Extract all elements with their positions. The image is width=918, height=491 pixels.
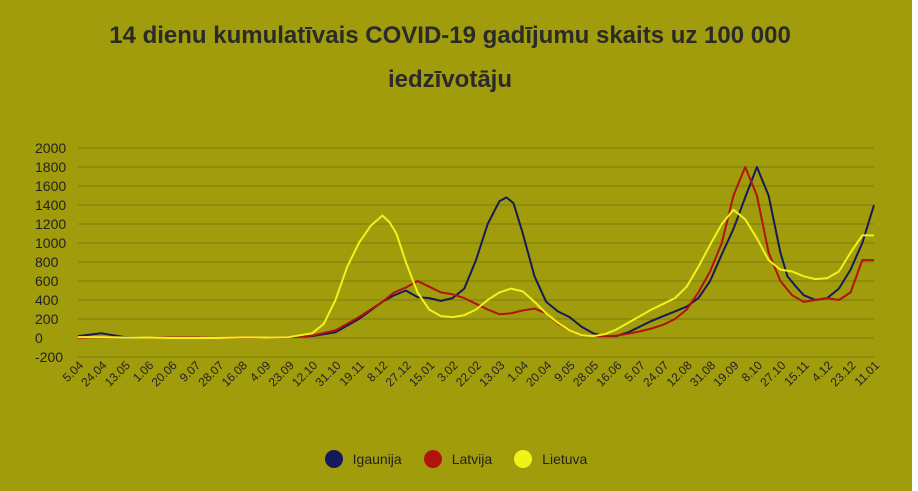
- x-tick-label: 27.10: [757, 358, 788, 389]
- y-tick-label: 1600: [35, 178, 66, 194]
- x-tick-label: 31.08: [687, 358, 718, 389]
- legend-label: Latvija: [451, 451, 493, 467]
- y-tick-label: 1800: [35, 159, 66, 175]
- chart-title-line2: iedzīvotāju: [387, 66, 513, 93]
- x-tick-label: 13.05: [102, 358, 133, 389]
- legend-marker: [423, 450, 442, 468]
- page-edge: [912, 0, 918, 491]
- y-tick-label: 600: [35, 273, 59, 289]
- series-line-latvija: [77, 166, 874, 339]
- series-lines: [77, 166, 875, 339]
- legend: Igaunija Latvija Lietuva: [0, 450, 912, 468]
- series-line-lietuva: [78, 208, 874, 339]
- x-tick-label: 28.05: [570, 358, 601, 389]
- x-tick-label: 23.12: [828, 358, 859, 389]
- legend-item-latvija[interactable]: Latvija: [423, 450, 493, 468]
- y-tick-label: 800: [35, 254, 59, 270]
- grid-lines: [78, 147, 874, 358]
- y-tick-label: 1200: [35, 216, 66, 232]
- x-tick-label: 13.03: [476, 358, 507, 389]
- x-tick-label: 12.08: [664, 358, 695, 389]
- x-tick-label: 19.11: [337, 358, 368, 389]
- x-tick-label: 19.09: [711, 358, 742, 389]
- x-tick-label: 28.07: [195, 358, 226, 389]
- legend-marker: [514, 450, 533, 468]
- y-tick-label: 400: [35, 292, 59, 308]
- x-tick-label: 23.09: [266, 358, 297, 389]
- x-tick-label: 27.12: [383, 358, 414, 389]
- x-tick-label: 20.06: [149, 358, 180, 389]
- chart-title: 14 dienu kumulatīvais COVID-19 gadījumu …: [0, 14, 900, 102]
- x-tick-label: 22.02: [453, 358, 484, 389]
- x-tick-label: 15.01: [406, 358, 437, 389]
- legend-item-lietuva[interactable]: Lietuva: [514, 450, 587, 468]
- x-tick-label: 16.06: [593, 358, 624, 389]
- x-tick-label: 31.10: [313, 358, 344, 389]
- x-tick-label: 20.04: [523, 358, 554, 389]
- y-tick-label: 1400: [35, 197, 66, 213]
- y-tick-label: 200: [35, 311, 59, 327]
- y-axis-labels: -200 0 200 400 600 800 1000 1200 1400 1600 1800 200…: [35, 140, 66, 365]
- x-axis-labels: 5.0424.0413.051.0620.069.0728.0716.084.0…: [60, 358, 883, 389]
- y-tick-label: 2000: [35, 140, 66, 156]
- x-tick-label: 24.07: [640, 358, 671, 389]
- line-chart: -200 0 200 400 600 800 1000 1200 1400 1600 1800 200…: [35, 140, 883, 389]
- y-tick-label: 1000: [35, 235, 66, 251]
- x-tick-label: 11.01: [852, 358, 883, 389]
- series-line-igaunija: [77, 166, 875, 339]
- legend-label: Lietuva: [542, 451, 588, 467]
- legend-marker: [324, 450, 343, 468]
- y-tick-label: -200: [35, 349, 63, 365]
- x-tick-label: 16.08: [219, 358, 250, 389]
- legend-item-igaunija[interactable]: Igaunija: [324, 450, 402, 468]
- chart-title-line1: 14 dienu kumulatīvais COVID-19 gadījumu …: [109, 22, 791, 49]
- y-tick-label: 0: [35, 330, 43, 346]
- x-tick-label: 15.11: [781, 358, 812, 389]
- x-tick-label: 24.04: [78, 358, 109, 389]
- legend-label: Igaunija: [352, 451, 402, 467]
- x-tick-label: 12.10: [289, 358, 320, 389]
